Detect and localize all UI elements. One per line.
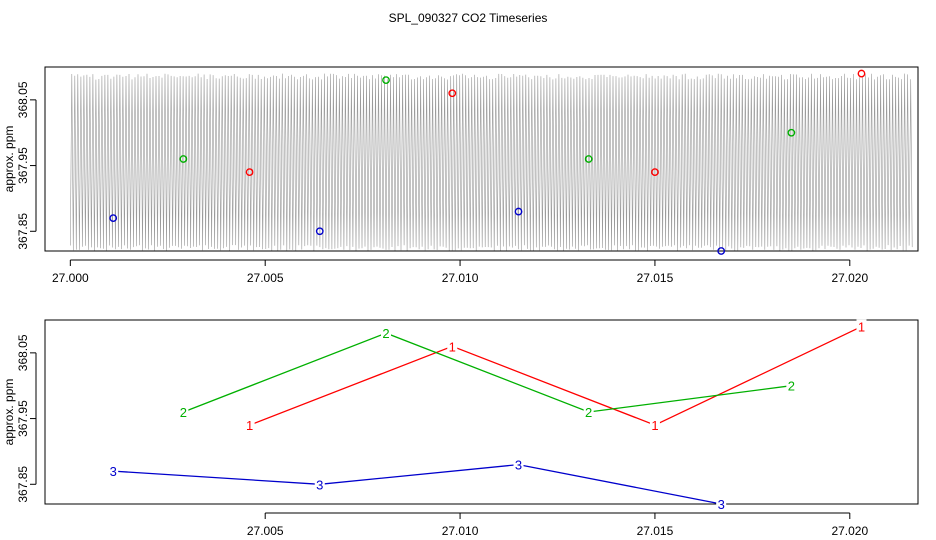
point-label-series-1: 1 <box>449 339 456 354</box>
point-label-bg <box>314 477 325 492</box>
point-label-bg <box>244 418 255 433</box>
y-tick-label: 368.05 <box>16 334 30 371</box>
x-tick-label: 27.015 <box>637 524 674 538</box>
data-point-series-1 <box>245 168 254 177</box>
y-tick-label: 367.95 <box>16 147 30 184</box>
point-label-bg <box>447 339 458 354</box>
point-label-bg <box>513 457 524 472</box>
x-tick-label: 27.015 <box>637 271 674 285</box>
x-tick-label: 27.005 <box>247 524 284 538</box>
y-axis-label: approx. ppm <box>2 379 16 446</box>
point-label-series-1: 1 <box>246 418 253 433</box>
point-label-bg <box>381 326 392 341</box>
series-line-3 <box>113 463 722 505</box>
point-label-series-3: 3 <box>515 458 522 473</box>
data-point-series-3 <box>514 207 523 216</box>
y-axis-label: approx. ppm <box>2 126 16 193</box>
data-point-series-3 <box>109 214 118 223</box>
chart-title: SPL_090327 CO2 Timeseries <box>389 11 548 25</box>
point-label-bg <box>649 418 660 433</box>
x-tick-label: 27.020 <box>831 524 868 538</box>
noise-trace <box>70 73 913 252</box>
y-tick-label: 367.85 <box>16 466 30 503</box>
y-tick-label: 367.85 <box>16 213 30 250</box>
point-label-bg <box>856 319 867 334</box>
data-point-series-2 <box>787 128 796 137</box>
point-label-series-3: 3 <box>110 464 117 479</box>
point-label-series-1: 1 <box>858 320 865 335</box>
point-label-series-3: 3 <box>718 497 725 512</box>
point-label-series-2: 2 <box>180 405 187 420</box>
data-point-series-1 <box>857 69 866 78</box>
data-point-series-2 <box>382 76 390 85</box>
point-label-bg <box>583 405 594 419</box>
point-label-series-2: 2 <box>382 326 389 341</box>
top-panel: 27.000 27.005 27.010 27.015 27.020 367.85 367.… <box>2 66 919 285</box>
x-tick-label: 27.010 <box>442 524 479 538</box>
point-label-series-1: 1 <box>651 418 658 433</box>
data-point-series-2 <box>179 155 188 163</box>
x-tick-label: 27.000 <box>52 271 89 285</box>
data-point-series-2 <box>584 155 593 163</box>
point-label-series-2: 2 <box>585 405 592 420</box>
plot-frame <box>44 66 919 252</box>
data-point-series-1 <box>651 168 659 177</box>
x-tick-label: 27.010 <box>442 271 479 285</box>
point-label-bg <box>716 497 727 511</box>
x-tick-label: 27.020 <box>831 271 868 285</box>
point-label-bg <box>786 378 797 393</box>
data-point-series-3 <box>717 247 726 255</box>
y-tick-label: 367.95 <box>16 400 30 437</box>
bottom-panel: 27.005 27.010 27.015 27.020 367.85 367.95 368.… <box>2 319 919 538</box>
data-point-series-1 <box>448 89 457 98</box>
point-label-series-3: 3 <box>316 477 323 492</box>
series-line-1 <box>249 326 862 426</box>
point-label-bg <box>108 464 119 479</box>
point-label-series-2: 2 <box>788 379 795 394</box>
series-line-2 <box>183 332 792 413</box>
plot-frame <box>44 319 919 505</box>
point-label-bg <box>178 405 189 419</box>
y-tick-label: 368.05 <box>16 81 30 118</box>
x-tick-label: 27.005 <box>247 271 284 285</box>
data-point-series-3 <box>315 227 324 236</box>
